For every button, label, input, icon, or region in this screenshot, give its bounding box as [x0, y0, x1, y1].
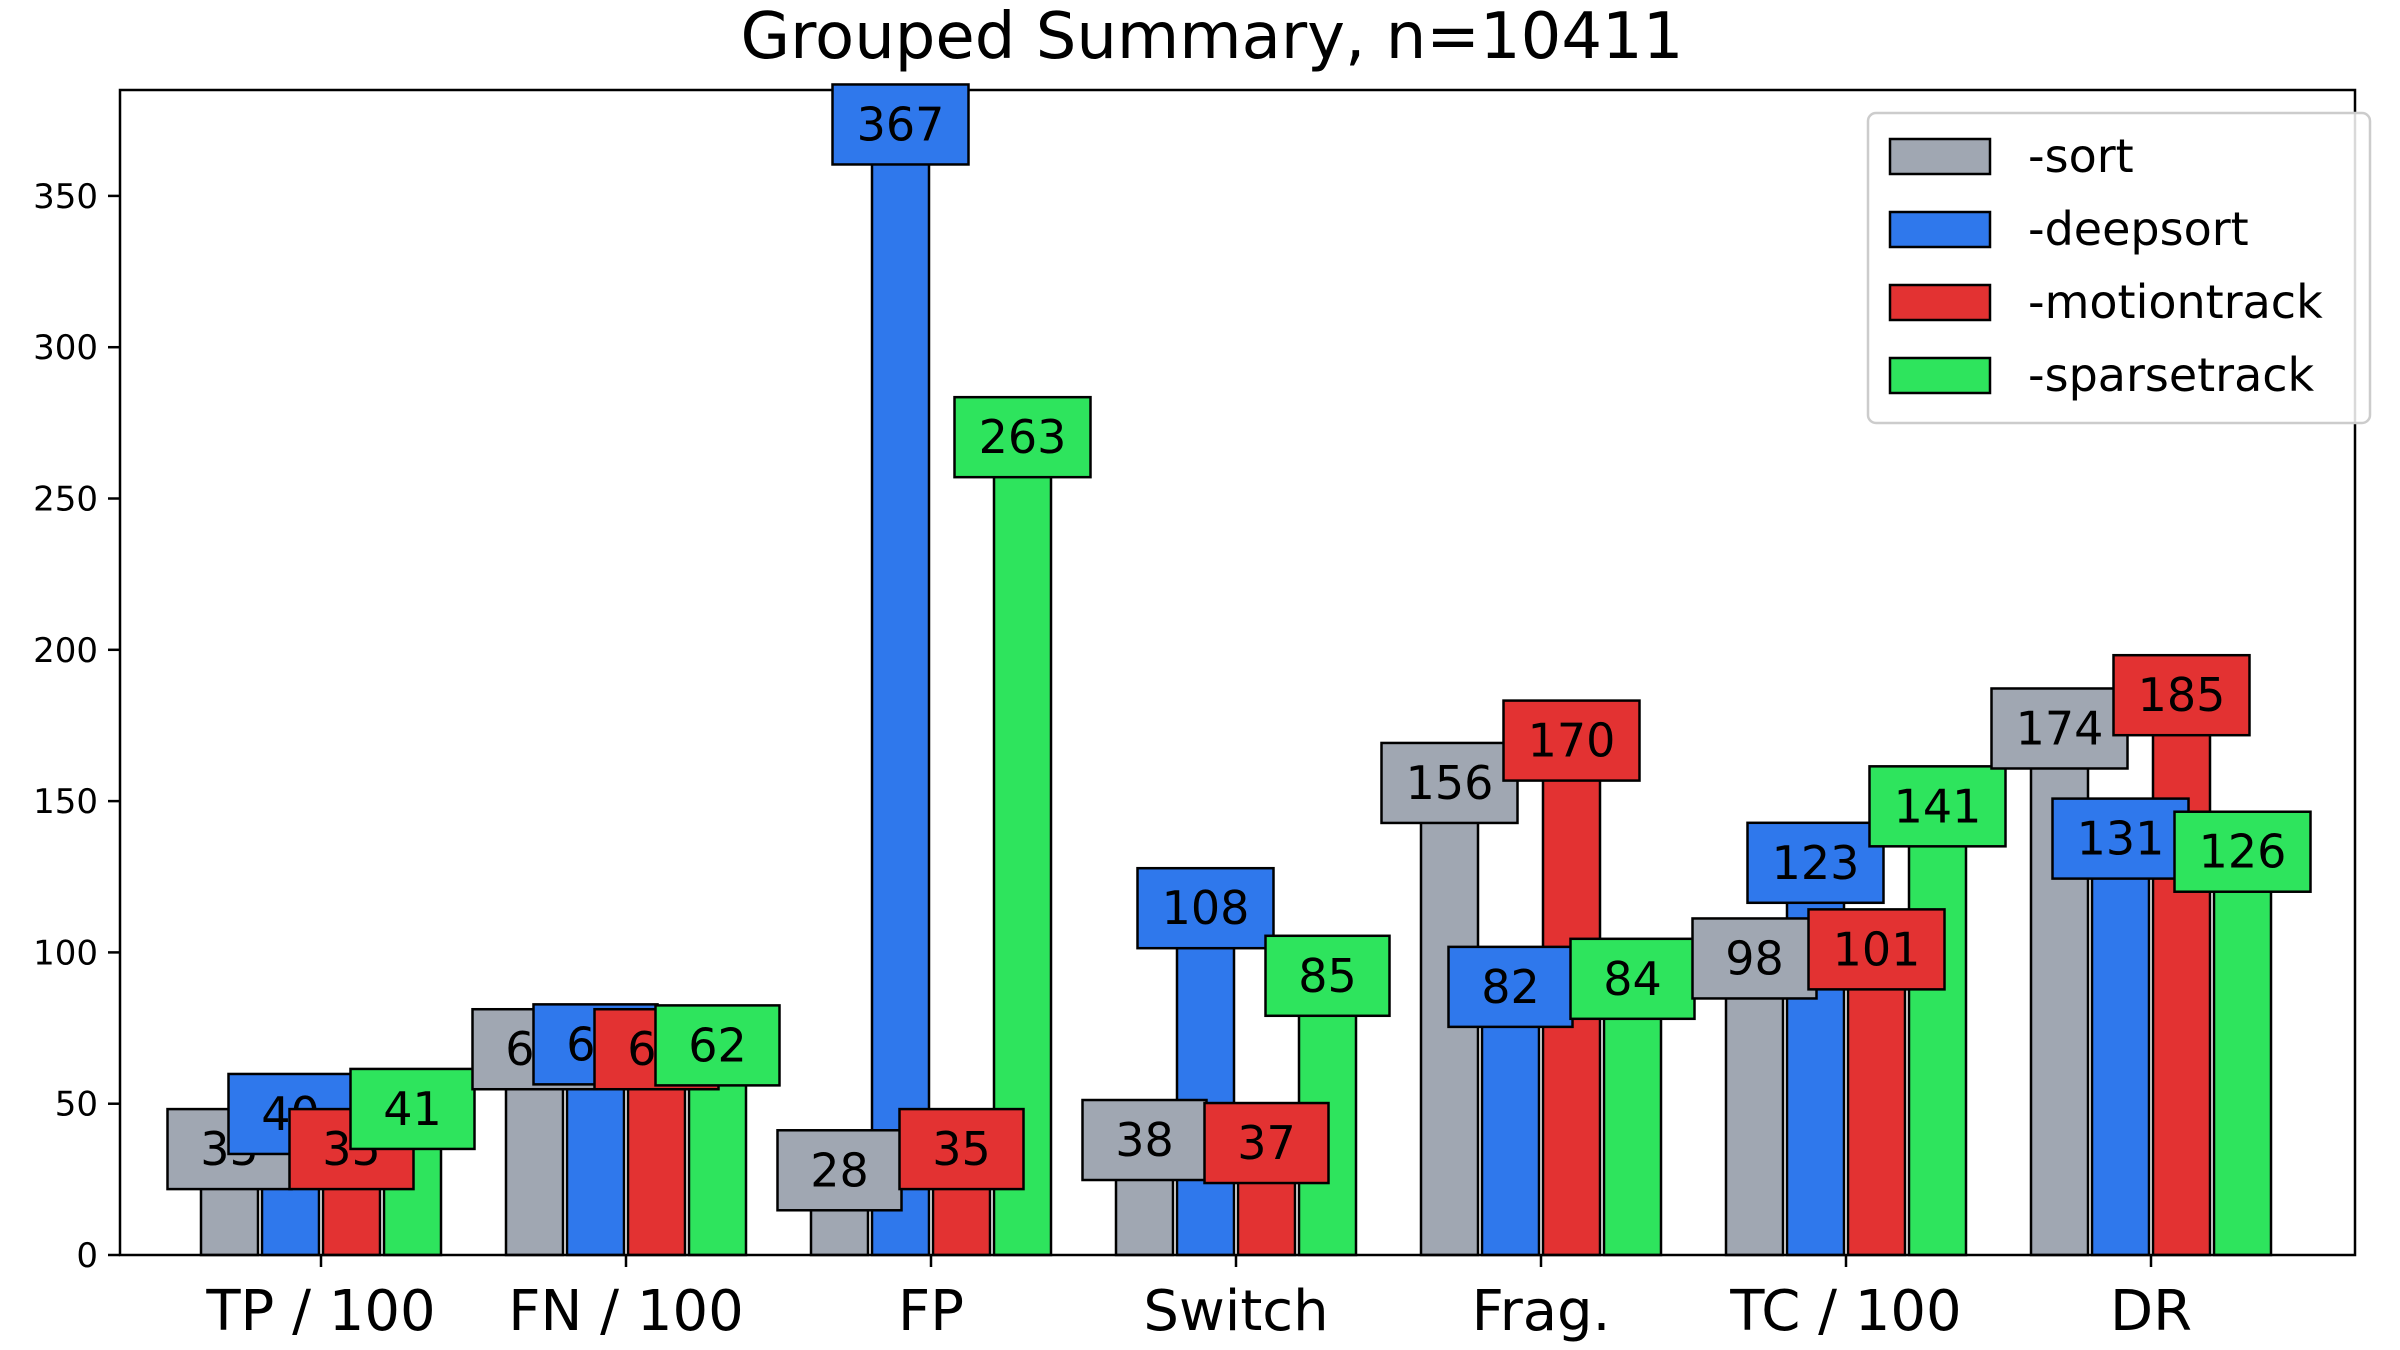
bar [565, 1063, 626, 1257]
y-tick-label: 0 [76, 1236, 98, 1276]
data-label: 156 [1406, 756, 1494, 810]
y-axis: 0 50 100 150 200 250 300 350 [33, 177, 120, 1276]
y-tick-label: 300 [33, 328, 98, 368]
data-label-box [349, 1067, 476, 1151]
data-label-box [1868, 765, 2007, 848]
y-tick-label: 150 [33, 782, 98, 822]
data-label: 367 [857, 97, 945, 151]
x-tick-label: FP [898, 1279, 964, 1344]
data-label-box [1691, 917, 1818, 1000]
legend-label: -sort [2028, 129, 2134, 183]
bar [2090, 857, 2151, 1257]
data-labels-layer: 3540354168636862283673526338108378515682… [166, 83, 2312, 1212]
plot-frame [118, 88, 2357, 1257]
data-label: 174 [2016, 701, 2104, 755]
data-label: 84 [1603, 952, 1662, 1006]
data-label: 35 [932, 1122, 991, 1176]
x-tick-label: FN / 100 [508, 1279, 743, 1344]
data-label-box [2051, 797, 2190, 880]
data-label: 62 [688, 1018, 747, 1072]
bar [2212, 872, 2273, 1257]
data-label: 263 [979, 410, 1067, 464]
legend-swatch [1888, 137, 1992, 176]
legend-swatch [1888, 356, 1992, 395]
data-label-box [776, 1129, 903, 1212]
data-label: 170 [1528, 714, 1616, 768]
data-label-box [2173, 810, 2312, 893]
legend-label: -sparsetrack [2028, 348, 2315, 402]
chart-title: Grouped Summary, n=10411 [741, 0, 1684, 74]
data-label-box [1264, 934, 1391, 1018]
data-label: 185 [2138, 668, 2226, 722]
data-label: 41 [383, 1082, 442, 1136]
data-label: 98 [1725, 931, 1784, 985]
x-tick-label: TP / 100 [205, 1279, 435, 1344]
x-tick-label: Switch [1143, 1279, 1328, 1344]
data-label-box [898, 1107, 1025, 1191]
y-tick-label: 250 [33, 480, 98, 520]
data-label: 38 [1115, 1113, 1174, 1167]
y-tick-label: 200 [33, 631, 98, 671]
legend-label: -deepsort [2028, 202, 2249, 256]
bar [1480, 1005, 1541, 1257]
data-label: 37 [1237, 1116, 1296, 1170]
data-label: 85 [1298, 949, 1357, 1003]
data-label: 131 [2077, 812, 2165, 866]
x-tick-label: TC / 100 [1729, 1279, 1961, 1344]
bar [1907, 827, 1968, 1257]
x-tick-label: DR [2110, 1279, 2192, 1344]
y-tick-label: 350 [33, 177, 98, 217]
data-label: 108 [1162, 881, 1250, 935]
legend-swatch [1888, 210, 1992, 249]
data-label-box [2112, 653, 2251, 737]
data-label-box [953, 395, 1092, 479]
data-label-box [1990, 687, 2129, 770]
x-axis: TP / 100 FN / 100 FP Switch Frag. TC / 100 DR [205, 1255, 2192, 1344]
data-label-box [1807, 908, 1946, 991]
x-tick-label: Frag. [1472, 1279, 1611, 1344]
data-label-box [1081, 1098, 1208, 1182]
data-label-box [831, 83, 970, 166]
data-label-box [1380, 741, 1519, 825]
legend: -sort -deepsort -motiontrack -sparsetrack [1866, 111, 2372, 425]
y-tick-label: 50 [55, 1085, 98, 1125]
bar [1602, 999, 1663, 1257]
bar [1724, 957, 1785, 1257]
legend-label: -motiontrack [2028, 275, 2323, 329]
data-label: 82 [1481, 960, 1540, 1014]
legend-frame [1866, 111, 2372, 425]
data-label: 141 [1894, 779, 1982, 833]
bar [1175, 926, 1236, 1257]
data-label-box [1502, 699, 1641, 782]
bar [687, 1066, 748, 1257]
bar [2151, 693, 2212, 1257]
data-label: 126 [2199, 825, 2287, 879]
bar [870, 143, 931, 1257]
data-label: 123 [1772, 836, 1860, 890]
data-label-box [1203, 1101, 1330, 1185]
y-tick-label: 100 [33, 933, 98, 973]
data-label: 101 [1833, 922, 1921, 976]
data-label-box [654, 1004, 781, 1087]
data-label: 28 [810, 1143, 869, 1197]
data-label-box [1136, 866, 1275, 950]
bar [1846, 948, 1907, 1257]
data-label-box [1746, 821, 1885, 905]
bars-layer [199, 143, 2273, 1257]
legend-swatch [1888, 283, 1992, 322]
